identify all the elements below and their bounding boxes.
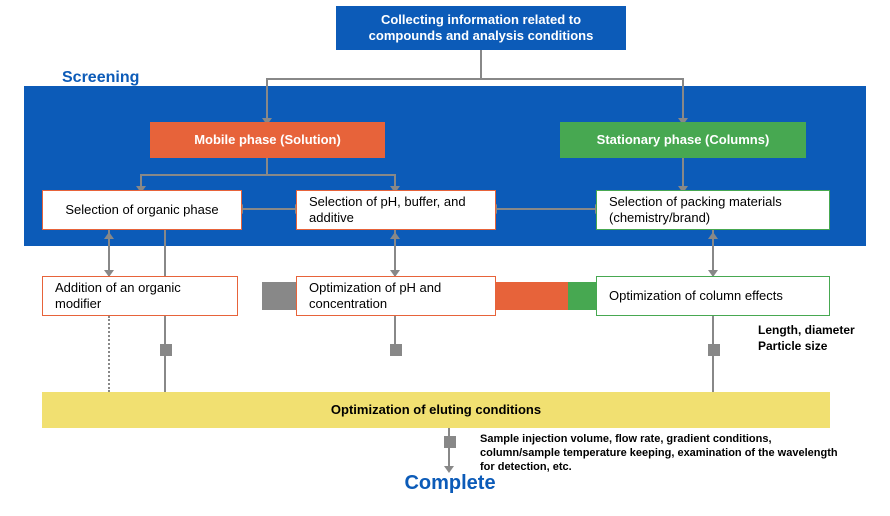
node-sel_pack: Selection of packing materials (chemistr…: [596, 190, 830, 230]
node-mobile: Mobile phase (Solution): [150, 122, 385, 158]
node-opt_ph: Optimization of pH and concentration: [296, 276, 496, 316]
connector-line: [160, 344, 172, 356]
connector-line: [444, 436, 456, 448]
connector-harrow: [496, 208, 596, 210]
connector-dashed: [108, 316, 110, 392]
node-screening_label: Screening: [50, 68, 170, 88]
connector-line: [682, 78, 684, 122]
node-stationary: Stationary phase (Columns): [560, 122, 806, 158]
connector-line: [708, 344, 720, 356]
node-note: Sample injection volume, flow rate, grad…: [468, 432, 858, 476]
connector-line: [140, 174, 396, 176]
connector-line: [266, 158, 268, 174]
node-leg_part: Particle size: [746, 338, 886, 354]
node-opt_elute: Optimization of eluting conditions: [42, 392, 830, 428]
arrow-head-up: [390, 232, 400, 239]
connector-line: [266, 78, 268, 122]
node-sel_org: Selection of organic phase: [42, 190, 242, 230]
arrow-head-up: [104, 232, 114, 239]
connector-line: [266, 78, 682, 80]
connector-line: [448, 428, 450, 470]
node-add_mod: Addition of an organic modifier: [42, 276, 238, 316]
connector-line: [390, 344, 402, 356]
connector-line: [480, 50, 482, 78]
connector-bar: [262, 282, 296, 310]
connector-bar: [568, 282, 596, 310]
node-leg_len: Length, diameter: [746, 322, 886, 338]
node-opt_col: Optimization of column effects: [596, 276, 830, 316]
node-top: Collecting information related to compou…: [336, 6, 626, 50]
connector-bar: [496, 282, 568, 310]
arrow-head-up: [708, 232, 718, 239]
node-sel_ph: Selection of pH, buffer, and additive: [296, 190, 496, 230]
connector-harrow: [242, 208, 296, 210]
